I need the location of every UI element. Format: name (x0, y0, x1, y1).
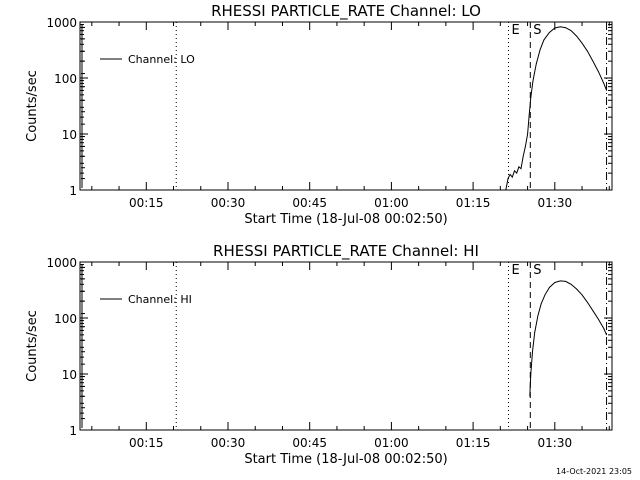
data-point (530, 97, 532, 98)
x-axis-label: Start Time (18-Jul-08 00:02:50) (244, 452, 447, 467)
plot-frame (79, 261, 613, 431)
data-point (530, 373, 532, 375)
data-point (581, 294, 583, 296)
x-tick-label: 01:15 (456, 196, 491, 210)
x-tick-label: 00:30 (211, 196, 246, 210)
data-point (543, 39, 545, 41)
data-point (603, 83, 605, 84)
data-point (570, 30, 572, 32)
x-axis-label: Start Time (18-Jul-08 00:02:50) (244, 212, 447, 227)
chart-title: RHESSI PARTICLE_RATE Channel: LO (211, 2, 481, 21)
chart-title: RHESSI PARTICLE_RATE Channel: HI (213, 242, 479, 261)
data-point (514, 170, 515, 172)
data-point (554, 27, 556, 29)
data-point (532, 351, 533, 353)
data-point (539, 49, 541, 51)
y-tick-label: 1000 (46, 16, 77, 30)
data-point (587, 301, 588, 303)
y-tick-label: 1 (69, 184, 77, 198)
data-point (570, 283, 572, 285)
data-point (516, 172, 518, 174)
y-axis-label: Counts/sec (25, 70, 40, 142)
data-point (535, 63, 537, 65)
data-point (597, 71, 599, 73)
data-point (565, 281, 567, 282)
x-tick-label: 01:30 (538, 436, 573, 450)
legend-label: Channel: HI (128, 293, 192, 306)
y-axis-label: Counts/sec (25, 310, 40, 382)
y-tick-label: 1000 (46, 256, 77, 270)
x-tick-label: 00:15 (129, 436, 164, 450)
data-point (534, 332, 536, 333)
legend-label: Channel: LO (128, 53, 195, 66)
data-point (528, 114, 530, 116)
data-point (537, 315, 539, 317)
data-point (507, 178, 509, 179)
data-point (576, 288, 577, 290)
marker-label-S: S (533, 263, 541, 278)
marker-label-E: E (512, 263, 520, 278)
x-tick-label: 01:30 (538, 196, 573, 210)
data-point (529, 395, 531, 397)
data-point (524, 146, 526, 147)
data-point (592, 310, 594, 312)
data-point (581, 42, 583, 44)
data-point (554, 282, 556, 283)
data-point (606, 334, 607, 336)
marker-label-E: E (512, 23, 520, 38)
marker-label-S: S (533, 23, 541, 38)
plot-frame (79, 21, 613, 191)
x-tick-label: 00:45 (292, 196, 327, 210)
footer-timestamp: 14-Oct-2021 23:05 (556, 467, 632, 476)
data-point (522, 155, 524, 157)
data-point (603, 328, 605, 329)
data-point (544, 294, 546, 296)
data-point (527, 133, 528, 135)
x-tick-label: 00:30 (211, 436, 246, 450)
data-point (548, 32, 550, 33)
data-point (565, 27, 567, 29)
data-point (505, 189, 507, 191)
x-tick-label: 01:15 (456, 436, 491, 450)
data-point (532, 80, 534, 81)
x-tick-label: 01:00 (374, 196, 409, 210)
data-point (509, 173, 511, 175)
x-tick-label: 00:45 (292, 436, 327, 450)
data-point (587, 50, 588, 52)
data-point (606, 90, 607, 91)
y-tick-label: 100 (54, 312, 77, 326)
y-tick-label: 100 (54, 72, 77, 86)
x-tick-label: 01:00 (374, 436, 409, 450)
y-tick-label: 10 (62, 368, 77, 382)
data-point (559, 26, 561, 28)
data-point (576, 35, 577, 37)
data-point (559, 280, 561, 282)
data-point (520, 168, 522, 170)
x-tick-label: 00:15 (129, 196, 164, 210)
y-tick-label: 1 (69, 424, 77, 438)
data-point (511, 176, 513, 178)
data-point (597, 318, 599, 320)
data-point (540, 303, 542, 305)
data-point (592, 60, 594, 62)
data-point (518, 166, 520, 168)
y-tick-label: 10 (62, 128, 77, 142)
data-point (548, 287, 550, 288)
